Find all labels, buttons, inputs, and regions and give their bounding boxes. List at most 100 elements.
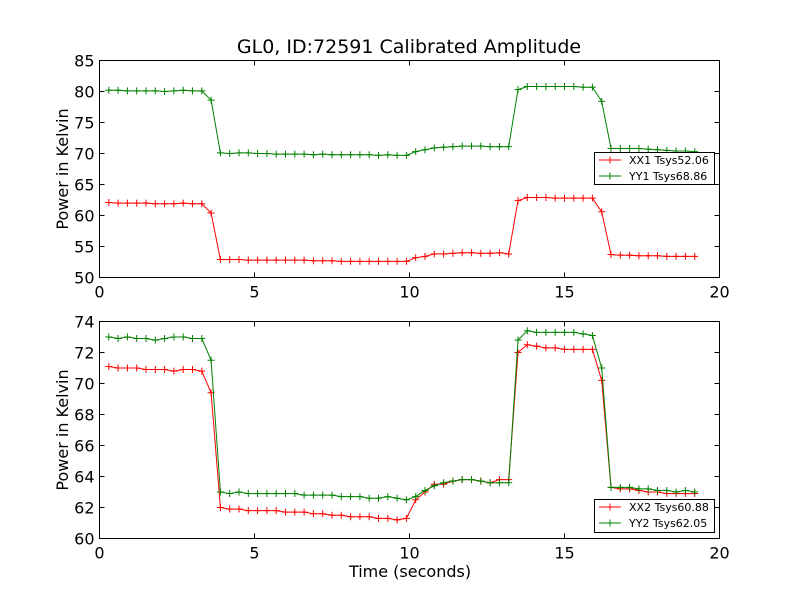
data-point-marker [226,505,234,513]
data-point-marker [691,252,699,260]
data-point-marker [561,83,568,91]
x-tick-label: 10 [399,544,419,563]
data-point-marker [579,83,587,91]
data-point-marker [421,252,429,260]
x-axis-label: Time (seconds) [348,562,471,581]
data-point-marker [133,199,141,207]
data-point-marker [430,144,438,152]
series-line-xx2 [108,344,695,521]
data-point-marker [635,145,643,153]
data-point-marker [505,250,513,258]
data-point-marker [114,86,122,94]
data-point-marker [319,257,327,265]
y-tick-label: 85 [74,52,94,71]
data-point-marker [272,507,280,515]
data-point-marker [179,199,187,207]
data-point-marker [421,146,429,154]
data-point-marker [151,336,159,344]
data-point-marker [384,151,392,159]
data-point-marker [588,83,596,91]
data-point-marker [105,333,113,341]
data-point-marker [235,149,243,157]
data-point-marker [579,330,587,338]
data-point-marker [412,254,420,262]
data-point-marker [263,507,271,515]
data-point-marker [523,83,531,91]
data-point-marker [123,87,131,95]
data-point-marker [393,516,401,524]
data-point-marker [161,335,169,343]
data-point-marker [347,513,355,521]
data-point-marker [468,476,475,484]
data-point-marker [384,514,392,522]
data-point-marker [654,252,661,260]
data-point-marker [654,486,661,494]
y-tick-label: 66 [74,437,94,456]
data-point-marker [514,336,522,344]
x-tick-label: 5 [249,283,259,302]
x-tick-label: 20 [709,544,729,563]
data-point-marker [244,256,252,264]
data-point-marker [142,366,150,374]
data-point-marker [495,249,503,257]
data-point-marker [607,145,615,153]
data-point-marker [598,364,606,372]
data-point-marker [635,485,643,493]
data-point-marker [523,341,531,349]
data-point-marker [170,200,178,208]
data-point-marker [458,142,466,150]
x-tick-label: 0 [94,544,104,563]
data-point-marker [309,151,317,159]
data-point-marker [151,366,159,374]
data-point-marker [616,251,624,259]
data-point-marker [151,200,159,208]
data-point-marker [561,194,568,202]
y-tick-label: 64 [74,468,94,487]
data-point-marker [263,150,271,157]
data-point-marker [272,256,280,264]
data-point-marker [226,490,234,498]
y-tick-label: 62 [74,499,94,518]
data-point-marker [105,198,113,206]
data-point-marker [570,328,578,336]
data-point-marker [282,490,289,498]
data-point-marker [375,257,382,265]
data-point-marker [551,344,559,352]
data-point-marker [375,494,382,502]
data-point-marker [235,505,243,513]
legend-entry-label: XX2 Tsys60.88 [629,501,709,514]
data-point-marker [626,251,634,259]
data-point-marker [402,496,410,504]
data-point-marker [588,194,596,202]
data-point-marker [142,87,150,95]
data-point-marker [105,86,113,94]
legend-marker-swatch [606,519,614,527]
data-point-marker [375,514,382,522]
y-tick-label: 72 [74,344,94,363]
x-tick-label: 20 [709,283,729,302]
data-point-marker [328,511,336,519]
data-point-marker [365,513,373,521]
data-point-marker [161,366,169,374]
data-point-marker [235,256,243,264]
data-point-marker [179,366,187,374]
data-point-marker [514,86,522,94]
data-point-marker [244,507,252,515]
data-point-marker [561,328,568,336]
data-point-marker [523,327,531,335]
data-point-marker [440,143,448,151]
data-point-marker [616,145,624,153]
data-point-marker [393,151,401,159]
data-point-marker [672,488,680,496]
x-tick-label: 5 [249,544,259,563]
data-point-marker [244,149,252,157]
data-point-marker [514,197,522,205]
data-point-marker [170,333,178,341]
data-point-marker [254,150,262,157]
y-tick-label: 60 [74,207,94,226]
y-tick-label: 80 [74,83,94,102]
data-point-marker [300,256,308,264]
x-tick-label: 10 [399,283,419,302]
data-point-marker [189,335,196,343]
data-point-marker [449,249,457,257]
